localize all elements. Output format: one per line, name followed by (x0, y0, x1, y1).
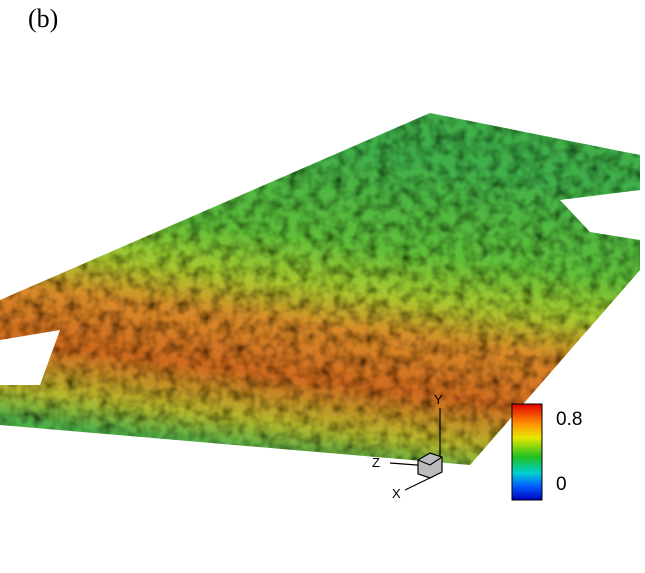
gap (560, 190, 640, 240)
colorbar-tick-label: 0.8 (556, 409, 583, 430)
axis-label: X (392, 486, 401, 501)
axis-label: Y (434, 392, 443, 407)
panel-label: (b) (28, 4, 59, 33)
colorbar (511, 403, 543, 501)
gap (0, 330, 60, 385)
isosurface (0, 113, 640, 465)
axis-label: Z (372, 455, 380, 470)
axis-triad (389, 408, 443, 491)
colorbar-tick-label: 0 (556, 474, 567, 495)
